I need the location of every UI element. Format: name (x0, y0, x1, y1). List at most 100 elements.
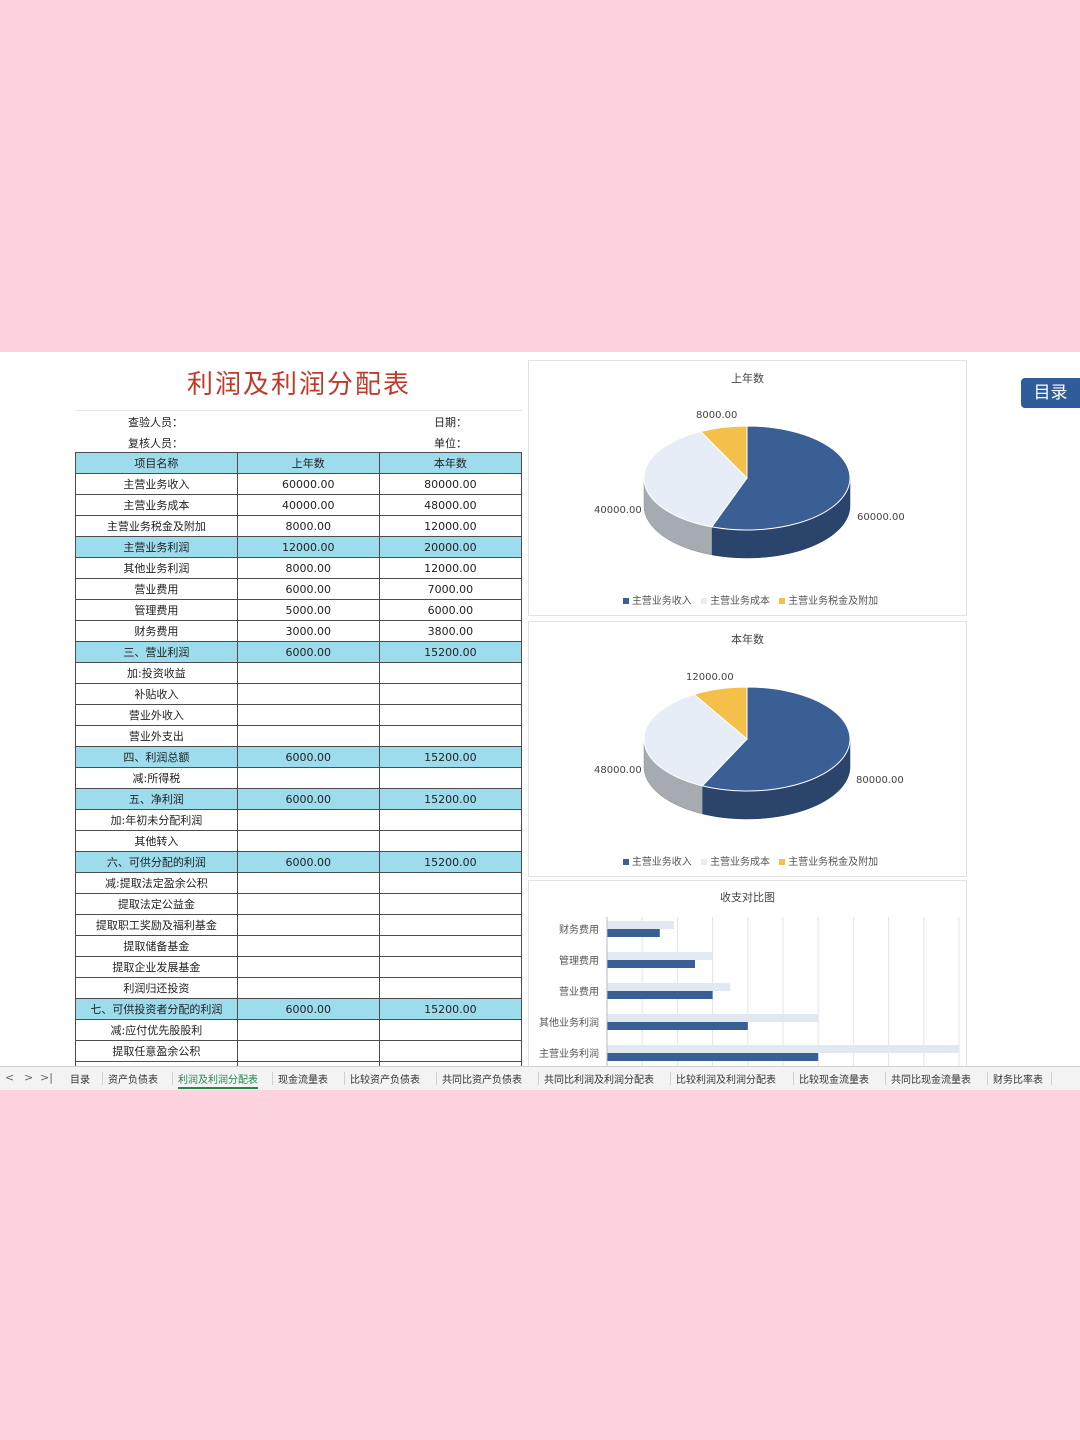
sheet-tab[interactable]: 财务比率表 (993, 1075, 1043, 1086)
previous-year-cell[interactable] (236, 956, 380, 978)
toc-button[interactable]: 目录 (1021, 378, 1080, 408)
bar-current-year[interactable] (607, 952, 713, 960)
item-name-cell[interactable]: 四、利润总额 (75, 746, 238, 768)
current-year-cell[interactable]: 15200.00 (378, 641, 522, 663)
pie-slice[interactable] (701, 686, 851, 792)
sheet-tab[interactable]: 共同比利润及利润分配表 (544, 1075, 654, 1086)
item-name-cell[interactable]: 加:年初未分配利润 (75, 809, 238, 831)
previous-year-cell[interactable]: 6000.00 (236, 998, 380, 1020)
previous-year-cell[interactable] (236, 830, 380, 852)
item-name-cell[interactable]: 减:应付优先股股利 (75, 1019, 238, 1041)
item-name-cell[interactable]: 主营业务成本 (75, 494, 238, 516)
item-name-cell[interactable]: 提取企业发展基金 (75, 956, 238, 978)
item-name-cell[interactable]: 营业外支出 (75, 725, 238, 747)
item-name-cell[interactable]: 营业外收入 (75, 704, 238, 726)
sheet-tab[interactable]: 现金流量表 (278, 1075, 328, 1086)
current-year-cell[interactable] (378, 1040, 522, 1062)
current-year-cell[interactable] (378, 683, 522, 705)
item-name-cell[interactable]: 减:所得税 (75, 767, 238, 789)
pie-slice[interactable] (710, 425, 851, 531)
bar-current-year[interactable] (607, 1014, 819, 1022)
pie-slice[interactable] (693, 686, 748, 741)
item-name-cell[interactable]: 营业费用 (75, 578, 238, 600)
bar-current-year[interactable] (607, 1045, 959, 1053)
item-name-cell[interactable]: 补贴收入 (75, 683, 238, 705)
item-name-cell[interactable]: 主营业务利润 (75, 536, 238, 558)
item-name-cell[interactable]: 五、净利润 (75, 788, 238, 810)
previous-year-cell[interactable]: 6000.00 (236, 746, 380, 768)
bar-previous-year[interactable] (607, 929, 660, 937)
item-name-cell[interactable]: 其他转入 (75, 830, 238, 852)
current-year-cell[interactable]: 6000.00 (378, 599, 522, 621)
previous-year-cell[interactable]: 8000.00 (236, 557, 380, 579)
current-year-cell[interactable] (378, 830, 522, 852)
previous-year-cell[interactable]: 6000.00 (236, 641, 380, 663)
sheet-tab[interactable]: 共同比现金流量表 (891, 1075, 971, 1086)
chart-previous-year-pie[interactable]: 上年数 8000.00 40000.00 60000.00 主营业务收入 主营业… (528, 360, 967, 616)
current-year-cell[interactable]: 15200.00 (378, 851, 522, 873)
previous-year-cell[interactable]: 6000.00 (236, 788, 380, 810)
sheet-tab[interactable]: 资产负债表 (108, 1075, 158, 1086)
item-name-cell[interactable]: 主营业务收入 (75, 473, 238, 495)
last-sheet-icon[interactable]: >| (40, 1071, 53, 1084)
item-name-cell[interactable]: 提取法定公益金 (75, 893, 238, 915)
current-year-cell[interactable]: 12000.00 (378, 515, 522, 537)
current-year-cell[interactable]: 15200.00 (378, 746, 522, 768)
bar-previous-year[interactable] (607, 1053, 819, 1061)
previous-year-cell[interactable] (236, 767, 380, 789)
item-name-cell[interactable]: 其他业务利润 (75, 557, 238, 579)
current-year-cell[interactable]: 80000.00 (378, 473, 522, 495)
current-year-cell[interactable] (378, 914, 522, 936)
current-year-cell[interactable] (378, 662, 522, 684)
current-year-cell[interactable]: 12000.00 (378, 557, 522, 579)
current-year-cell[interactable]: 15200.00 (378, 788, 522, 810)
pie-slice[interactable] (643, 693, 748, 787)
previous-year-cell[interactable] (236, 1019, 380, 1041)
current-year-cell[interactable]: 7000.00 (378, 578, 522, 600)
next-sheet-icon[interactable]: > (24, 1071, 34, 1084)
bar-current-year[interactable] (607, 983, 731, 991)
previous-year-cell[interactable] (236, 872, 380, 894)
item-name-cell[interactable]: 加:投资收益 (75, 662, 238, 684)
previous-year-cell[interactable] (236, 914, 380, 936)
item-name-cell[interactable]: 管理费用 (75, 599, 238, 621)
previous-year-cell[interactable] (236, 977, 380, 999)
item-name-cell[interactable]: 三、营业利润 (75, 641, 238, 663)
column-header[interactable]: 本年数 (378, 452, 522, 474)
column-header[interactable]: 上年数 (236, 452, 380, 474)
previous-year-cell[interactable] (236, 1040, 380, 1062)
item-name-cell[interactable]: 提取储备基金 (75, 935, 238, 957)
current-year-cell[interactable] (378, 872, 522, 894)
current-year-cell[interactable] (378, 1061, 522, 1066)
bar-previous-year[interactable] (607, 991, 713, 999)
item-name-cell[interactable]: 提取职工奖励及福利基金 (75, 914, 238, 936)
previous-year-cell[interactable]: 3000.00 (236, 620, 380, 642)
current-year-cell[interactable]: 48000.00 (378, 494, 522, 516)
previous-year-cell[interactable]: 6000.00 (236, 851, 380, 873)
sheet-tab[interactable]: 比较现金流量表 (799, 1075, 869, 1086)
previous-year-cell[interactable]: 8000.00 (236, 515, 380, 537)
current-year-cell[interactable] (378, 767, 522, 789)
item-name-cell[interactable]: 财务费用 (75, 620, 238, 642)
item-name-cell[interactable]: 提取任意盈余公积 (75, 1040, 238, 1062)
column-header[interactable]: 项目名称 (75, 452, 238, 474)
bar-previous-year[interactable] (607, 960, 695, 968)
previous-year-cell[interactable]: 60000.00 (236, 473, 380, 495)
current-year-cell[interactable] (378, 935, 522, 957)
current-year-cell[interactable] (378, 704, 522, 726)
current-year-cell[interactable] (378, 809, 522, 831)
sheet-tab[interactable]: 目录 (70, 1075, 90, 1086)
bar-previous-year[interactable] (607, 1022, 748, 1030)
chart-income-expense-bar[interactable]: 收支对比图 财务费用 管理费用 营业费用 其他业务利润 主营业务利润 (528, 880, 967, 1067)
previous-year-cell[interactable] (236, 725, 380, 747)
current-year-cell[interactable]: 15200.00 (378, 998, 522, 1020)
item-name-cell[interactable]: 利润归还投资 (75, 977, 238, 999)
item-name-cell[interactable]: 主营业务税金及附加 (75, 515, 238, 537)
previous-year-cell[interactable] (236, 662, 380, 684)
current-year-cell[interactable]: 20000.00 (378, 536, 522, 558)
previous-year-cell[interactable]: 5000.00 (236, 599, 380, 621)
pie-slice[interactable] (699, 425, 748, 480)
sheet-tab[interactable]: 共同比资产负债表 (442, 1075, 522, 1086)
item-name-cell[interactable]: 七、可供投资者分配的利润 (75, 998, 238, 1020)
chart-current-year-pie[interactable]: 本年数 12000.00 48000.00 80000.00 主营业务收入 主营… (528, 621, 967, 877)
